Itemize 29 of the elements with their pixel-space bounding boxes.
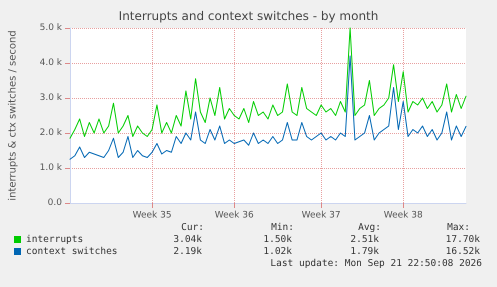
- y-tick-label: 0.0: [48, 198, 62, 208]
- x-tick-label: Week 35: [132, 210, 172, 220]
- text: 1.79k: [350, 246, 379, 257]
- x-tick-label: Week 36: [214, 210, 254, 220]
- y-tick-label: 2.0 k: [40, 128, 63, 138]
- text: 2.19k: [173, 246, 202, 257]
- y-axis-title: interrupts & ctx switches / second: [8, 30, 18, 201]
- x-tick-label: Week 38: [384, 210, 423, 220]
- text: 1.02k: [263, 246, 292, 257]
- chart-title: Interrupts and context switches - by month: [118, 9, 378, 23]
- text: 2.51k: [350, 234, 379, 245]
- y-tick-label: 5.0 k: [40, 23, 63, 33]
- text: 17.70k: [446, 234, 480, 245]
- text: Max:: [447, 222, 470, 233]
- x-tick-label: Week 37: [302, 210, 341, 220]
- y-tick-label: 4.0 k: [40, 58, 63, 68]
- text: Min:: [271, 222, 294, 233]
- text: Last update: Mon Sep 21 22:50:08 2026: [270, 258, 482, 269]
- text: Cur:: [181, 222, 204, 233]
- y-tick-label: 3.0 k: [40, 93, 63, 103]
- line-series: [70, 56, 466, 160]
- text: 16.52k: [446, 246, 480, 257]
- text: 3.04k: [173, 234, 202, 245]
- text: 1.50k: [263, 234, 292, 245]
- legend-label: interrupts: [26, 234, 84, 245]
- line-series: [70, 28, 466, 139]
- y-tick-label: 1.0 k: [40, 163, 63, 173]
- text: Avg:: [358, 222, 381, 233]
- legend-label: context switches: [26, 246, 118, 257]
